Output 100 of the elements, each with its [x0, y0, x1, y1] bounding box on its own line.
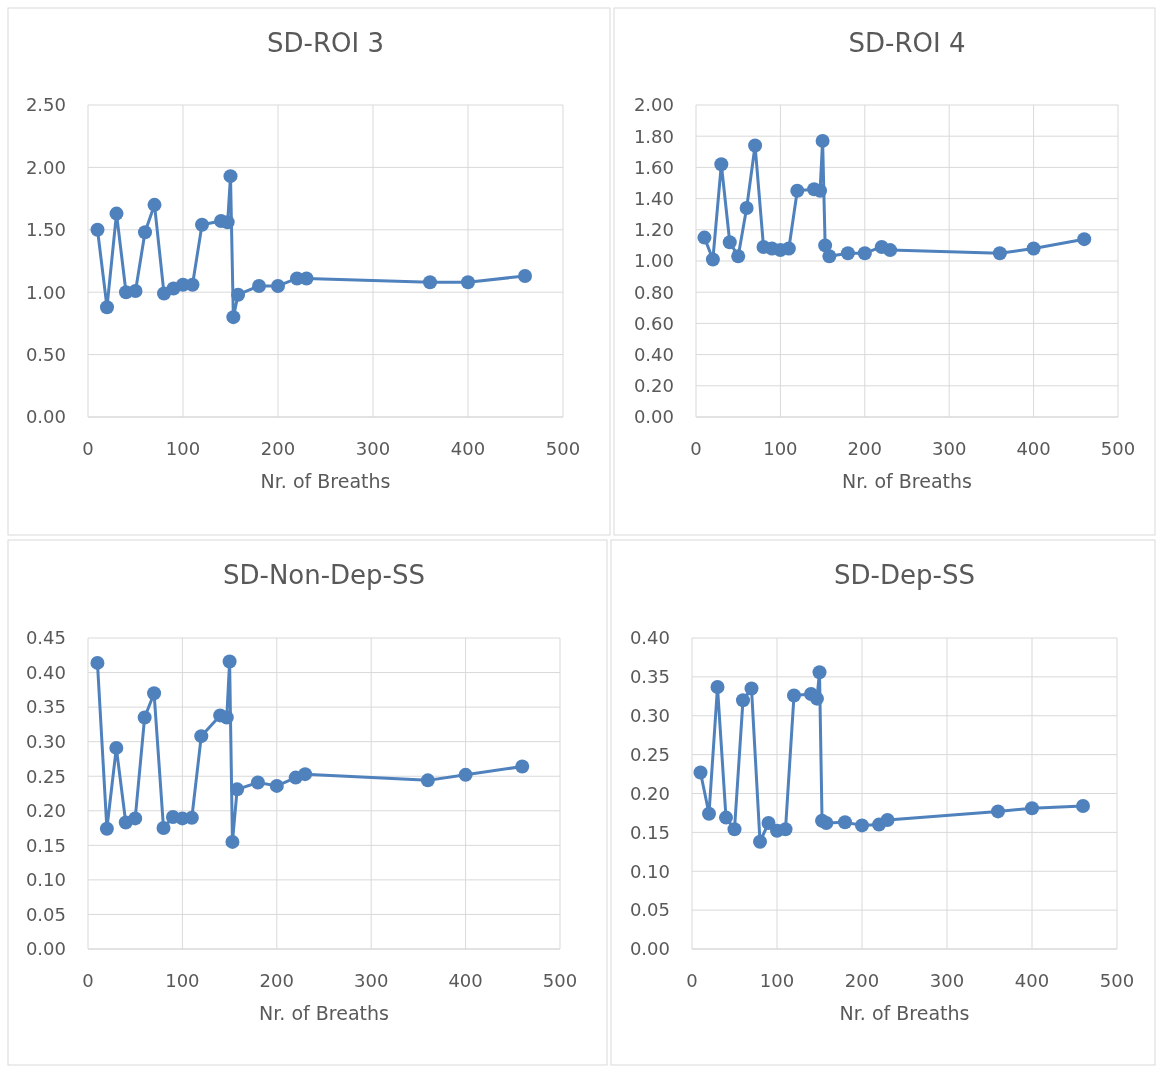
x-tick-label: 400 — [450, 438, 486, 459]
y-tick-label: 0.10 — [629, 860, 670, 882]
point — [184, 810, 199, 825]
y-tick-label: 0.25 — [25, 765, 66, 787]
point — [461, 275, 475, 290]
y-tick-label: 0.60 — [633, 312, 674, 334]
y-tick-label: 0.80 — [633, 281, 674, 303]
point — [818, 238, 833, 253]
point — [269, 778, 284, 793]
point — [753, 834, 767, 849]
point — [195, 217, 209, 232]
y-tick-label: 2.00 — [633, 94, 674, 116]
point — [693, 765, 708, 780]
y-tick-label: 0.20 — [25, 800, 66, 822]
point — [230, 782, 245, 797]
point — [128, 811, 143, 826]
point — [781, 241, 796, 256]
point — [702, 806, 716, 821]
y-tick-label: 1.00 — [25, 281, 66, 303]
point — [128, 283, 143, 298]
point — [518, 268, 532, 283]
point — [156, 821, 171, 836]
x-tick-label: 100 — [759, 970, 795, 991]
y-tick-label: 0.10 — [25, 869, 66, 891]
y-tick-label: 0.40 — [25, 661, 66, 683]
x-tick-label: 100 — [165, 438, 201, 459]
point — [219, 710, 234, 725]
y-tick-label: 1.60 — [633, 156, 674, 178]
y-tick-label: 1.00 — [633, 250, 674, 272]
point — [855, 818, 869, 833]
point — [423, 275, 437, 290]
point — [1077, 232, 1092, 247]
point — [883, 243, 898, 258]
point — [748, 138, 763, 153]
point — [515, 759, 530, 774]
point — [225, 834, 240, 849]
point — [790, 183, 805, 198]
point — [223, 169, 238, 184]
x-tick-label: 0 — [686, 970, 698, 991]
point — [299, 271, 314, 286]
point — [697, 230, 712, 245]
x-tick-label: 500 — [1099, 970, 1135, 991]
point — [880, 812, 895, 827]
point — [109, 206, 124, 221]
chart-title: SD-ROI 4 — [848, 28, 966, 58]
y-tick-label: 2.00 — [25, 156, 66, 178]
y-tick-label: 0.05 — [25, 903, 66, 925]
point — [1026, 241, 1041, 256]
chart-title: SD-ROI 3 — [267, 28, 384, 58]
point — [90, 655, 105, 670]
point — [185, 277, 200, 292]
point — [812, 665, 827, 680]
y-tick-label: 0.25 — [629, 743, 670, 765]
y-tick-label: 0.00 — [633, 406, 674, 428]
point — [222, 654, 237, 669]
point — [739, 200, 754, 215]
x-axis-title: Nr. of Breaths — [842, 470, 972, 492]
point — [138, 225, 152, 240]
x-tick-label: 200 — [847, 438, 882, 459]
y-tick-label: 0.15 — [25, 834, 66, 856]
point — [147, 686, 162, 701]
x-tick-label: 0 — [82, 438, 94, 459]
point — [298, 767, 313, 782]
point — [137, 710, 152, 725]
point — [226, 310, 241, 325]
point — [809, 691, 824, 706]
y-tick-label: 0.30 — [25, 730, 66, 752]
y-tick-label: 0.00 — [25, 406, 66, 428]
point — [250, 775, 265, 790]
point — [710, 679, 725, 694]
point — [100, 300, 114, 315]
point — [778, 822, 793, 837]
point — [420, 773, 435, 788]
x-tick-label: 400 — [448, 970, 483, 991]
point — [194, 729, 209, 744]
y-tick-label: 0.50 — [25, 343, 66, 365]
point — [761, 816, 776, 831]
point — [458, 767, 473, 782]
x-tick-label: 300 — [355, 438, 391, 459]
x-tick-label: 0 — [690, 438, 702, 459]
y-tick-label: 0.30 — [629, 705, 670, 727]
y-tick-label: 0.40 — [629, 627, 670, 649]
x-tick-label: 300 — [932, 438, 967, 459]
x-tick-label: 500 — [1100, 438, 1136, 459]
point — [271, 278, 285, 293]
point — [787, 688, 801, 703]
y-tick-label: 0.35 — [25, 696, 66, 718]
point — [840, 246, 855, 261]
y-tick-label: 1.20 — [633, 219, 674, 241]
x-tick-label: 100 — [165, 970, 200, 991]
point — [813, 183, 828, 198]
x-tick-label: 500 — [542, 970, 578, 991]
point — [736, 693, 750, 708]
point — [822, 249, 837, 264]
point — [857, 246, 872, 261]
y-tick-label: 0.20 — [633, 375, 674, 397]
point — [1076, 798, 1090, 813]
point — [220, 215, 235, 230]
point — [231, 287, 246, 302]
point — [744, 681, 759, 696]
